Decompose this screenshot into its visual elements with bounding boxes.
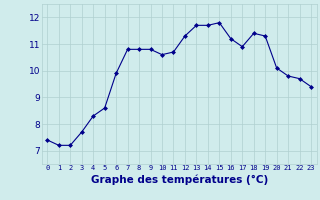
X-axis label: Graphe des températures (°C): Graphe des températures (°C): [91, 174, 268, 185]
